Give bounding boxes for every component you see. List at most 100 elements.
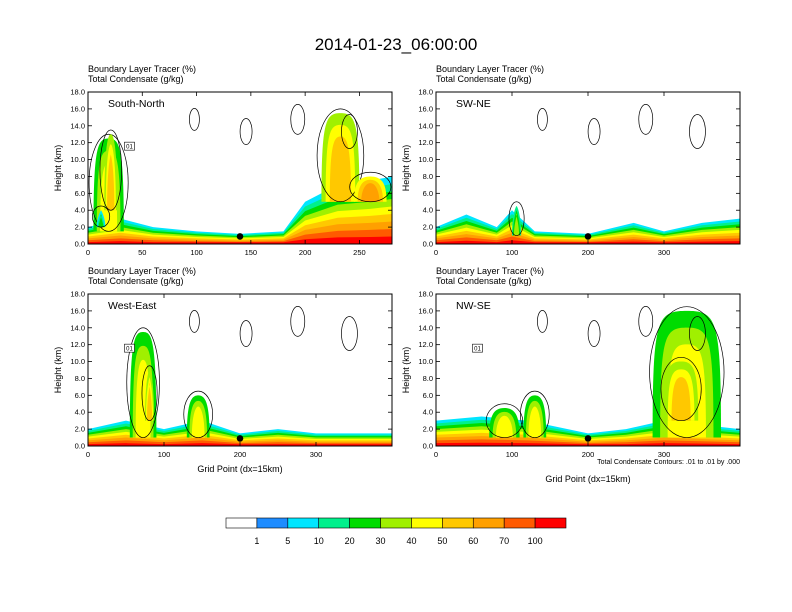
y-tick-label: 4.0 [423, 206, 433, 215]
y-tick-label: 10.0 [70, 155, 85, 164]
y-tick-label: 14.0 [418, 323, 433, 332]
y-tick-label: 8.0 [75, 374, 85, 383]
plot-area [436, 306, 740, 446]
condensate-contour [91, 205, 111, 228]
x-tick-label: 100 [158, 450, 171, 459]
y-tick-label: 14.0 [418, 121, 433, 130]
colorbar-swatch [442, 517, 474, 529]
contour-footnote: Total Condensate Contours: .01 to .01 by… [597, 459, 740, 466]
y-tick-label: 18.0 [418, 88, 433, 97]
colorbar-label: 10 [314, 536, 324, 546]
tracer-plume [514, 213, 520, 236]
y-tick-label: 10.0 [70, 357, 85, 366]
y-tick-label: 2.0 [75, 425, 85, 434]
y-tick-label: 8.0 [423, 172, 433, 181]
condensate-contour [587, 118, 601, 145]
colorbar-label: 40 [406, 536, 416, 546]
panel-header: Boundary Layer Tracer (%) [88, 266, 196, 276]
x-tick-label: 300 [658, 248, 671, 257]
location-marker [584, 435, 592, 442]
condensate-contour [141, 365, 158, 422]
y-axis-label: Height (km) [53, 145, 63, 192]
plot-area [88, 104, 392, 244]
colorbar-swatch [318, 517, 350, 529]
y-tick-label: 0.0 [75, 442, 85, 451]
colorbar-label: 60 [468, 536, 478, 546]
condensate-contour [99, 129, 123, 211]
panel-header: Boundary Layer Tracer (%) [88, 64, 196, 74]
y-tick-label: 18.0 [418, 290, 433, 299]
condensate-contour [88, 133, 129, 232]
condensate-contour [638, 306, 654, 337]
panel-name: South-North [108, 98, 165, 110]
contour-label: 01 [126, 145, 133, 151]
condensate-contour [290, 104, 306, 135]
colorbar-swatch [225, 517, 258, 529]
x-tick-label: 50 [138, 248, 146, 257]
condensate-contour [485, 403, 523, 438]
y-tick-label: 6.0 [423, 391, 433, 400]
condensate-contour [537, 108, 548, 131]
condensate-contour [183, 390, 213, 438]
panel-sw-ne: Boundary Layer Tracer (%)Total Condensat… [401, 64, 741, 257]
x-tick-label: 0 [86, 450, 90, 459]
tracer-plume [147, 383, 153, 421]
condensate-contour [587, 320, 601, 347]
tracer-plume [671, 377, 691, 421]
colorbar-swatch [380, 517, 412, 529]
panel-name: SW-NE [456, 98, 491, 110]
y-tick-label: 16.0 [418, 104, 433, 113]
tracer-plume [495, 415, 513, 438]
figure-title: 2014-01-23_06:00:00 [315, 35, 478, 54]
colorbar: 1 5 10 20 30 40 50 60 70 100 [225, 517, 567, 546]
condensate-contour [316, 108, 365, 203]
tracer-band [88, 236, 392, 244]
y-tick-label: 6.0 [423, 189, 433, 198]
colorbar-swatch [472, 517, 505, 529]
location-marker [236, 233, 244, 240]
colorbar-swatch [256, 517, 289, 529]
y-tick-label: 2.0 [75, 223, 85, 232]
condensate-contour [239, 320, 253, 347]
y-tick-label: 4.0 [75, 206, 85, 215]
y-tick-label: 2.0 [423, 425, 433, 434]
y-tick-label: 14.0 [70, 323, 85, 332]
y-tick-label: 10.0 [418, 357, 433, 366]
condensate-contour [520, 390, 550, 438]
colorbar-swatch [411, 517, 443, 529]
x-tick-label: 0 [434, 450, 438, 459]
tracer-plume [107, 154, 115, 211]
y-tick-label: 6.0 [75, 189, 85, 198]
condensate-contour [349, 171, 392, 203]
x-tick-label: 100 [506, 450, 519, 459]
condensate-contour [649, 306, 725, 438]
y-tick-label: 2.0 [423, 223, 433, 232]
x-tick-label: 300 [658, 450, 671, 459]
tracer-plume [191, 406, 205, 438]
panel-header: Boundary Layer Tracer (%) [436, 266, 544, 276]
y-tick-label: 16.0 [418, 306, 433, 315]
y-tick-label: 6.0 [75, 391, 85, 400]
contour-label-box [124, 141, 135, 151]
y-tick-label: 12.0 [418, 340, 433, 349]
condensate-contour [239, 118, 253, 145]
colorbar-label: 70 [499, 536, 509, 546]
colorbar-swatch [349, 517, 381, 529]
contour-label-box [124, 343, 135, 353]
condensate-contour [189, 108, 200, 131]
colorbar-swatch [534, 517, 567, 529]
x-tick-label: 200 [582, 248, 595, 257]
x-tick-label: 200 [582, 450, 595, 459]
y-tick-label: 12.0 [70, 138, 85, 147]
contour-label: 01 [126, 347, 133, 353]
location-marker [236, 435, 244, 442]
panel-nw-se: Boundary Layer Tracer (%)Total Condensat… [401, 266, 741, 459]
panel-name: West-East [108, 300, 156, 312]
y-tick-label: 14.0 [70, 121, 85, 130]
condensate-contour [189, 310, 200, 333]
x-tick-label: 100 [190, 248, 203, 257]
x-axis-label-left: Grid Point (dx=15km) [197, 464, 282, 474]
plot-area [88, 306, 392, 446]
condensate-contour [290, 306, 306, 337]
tracer-plume [329, 136, 352, 202]
